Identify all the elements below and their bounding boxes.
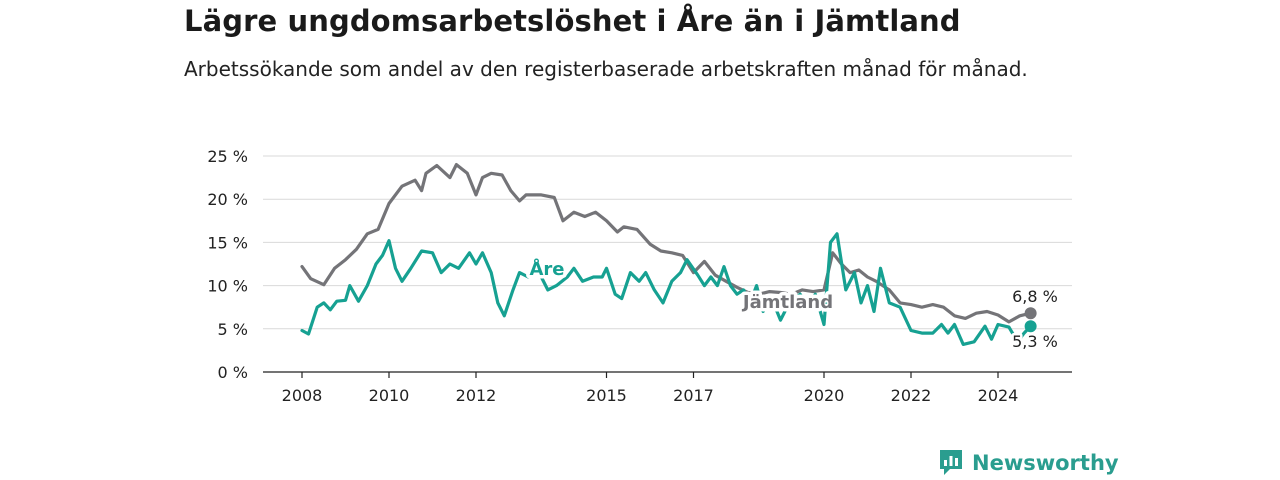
end-label-are-halo: 5,3 % bbox=[1012, 332, 1058, 351]
series-line-are bbox=[300, 232, 1033, 346]
x-tick-label: 2024 bbox=[978, 386, 1019, 405]
y-tick-label: 15 % bbox=[207, 233, 248, 252]
series-label-jamtland: Jämtland bbox=[741, 292, 833, 313]
x-axis: 2008 2010 2012 2015 2017 2020 2022 2024 bbox=[263, 371, 1072, 405]
series-label-jamtland-halo: Jämtland bbox=[741, 292, 833, 313]
end-label-are: 5,3 % bbox=[1012, 332, 1058, 351]
chart-title: Lägre ungdomsarbetslöshet i Åre än i Jäm… bbox=[184, 4, 961, 38]
chart-subtitle: Arbetssökande som andel av den registerb… bbox=[184, 57, 1028, 81]
y-tick-label: 20 % bbox=[207, 190, 248, 209]
series-layer bbox=[300, 163, 1037, 346]
end-point-jamtland bbox=[1024, 307, 1037, 320]
y-tick-label: 25 % bbox=[207, 147, 248, 166]
series-label-are-halo: Åre bbox=[529, 257, 564, 280]
brand-logo[interactable]: Newsworthy bbox=[938, 448, 1119, 478]
x-tick-label: 2010 bbox=[369, 386, 410, 405]
y-tick-label: 0 % bbox=[218, 363, 248, 382]
grid bbox=[263, 155, 1072, 330]
x-tick-label: 2020 bbox=[804, 386, 845, 405]
end-point-are bbox=[1024, 320, 1037, 333]
end-label-jamtland: 6,8 % bbox=[1012, 287, 1058, 306]
x-tick-label: 2015 bbox=[586, 386, 627, 405]
y-axis: 0 % 5 % 10 % 15 % 20 % 25 % bbox=[207, 147, 248, 382]
x-tick-label: 2012 bbox=[456, 386, 497, 405]
x-tick-label: 2008 bbox=[282, 386, 323, 405]
x-tick-label: 2017 bbox=[673, 386, 714, 405]
brand-name: Newsworthy bbox=[972, 451, 1119, 475]
bar-chart-speech-bubble-icon bbox=[940, 450, 962, 475]
end-label-jamtland-halo: 6,8 % bbox=[1012, 287, 1058, 306]
series-line-jamtland bbox=[300, 163, 1033, 324]
series-label-are: Åre bbox=[529, 257, 564, 280]
y-tick-label: 5 % bbox=[218, 320, 248, 339]
x-tick-label: 2022 bbox=[891, 386, 932, 405]
y-tick-label: 10 % bbox=[207, 277, 248, 296]
